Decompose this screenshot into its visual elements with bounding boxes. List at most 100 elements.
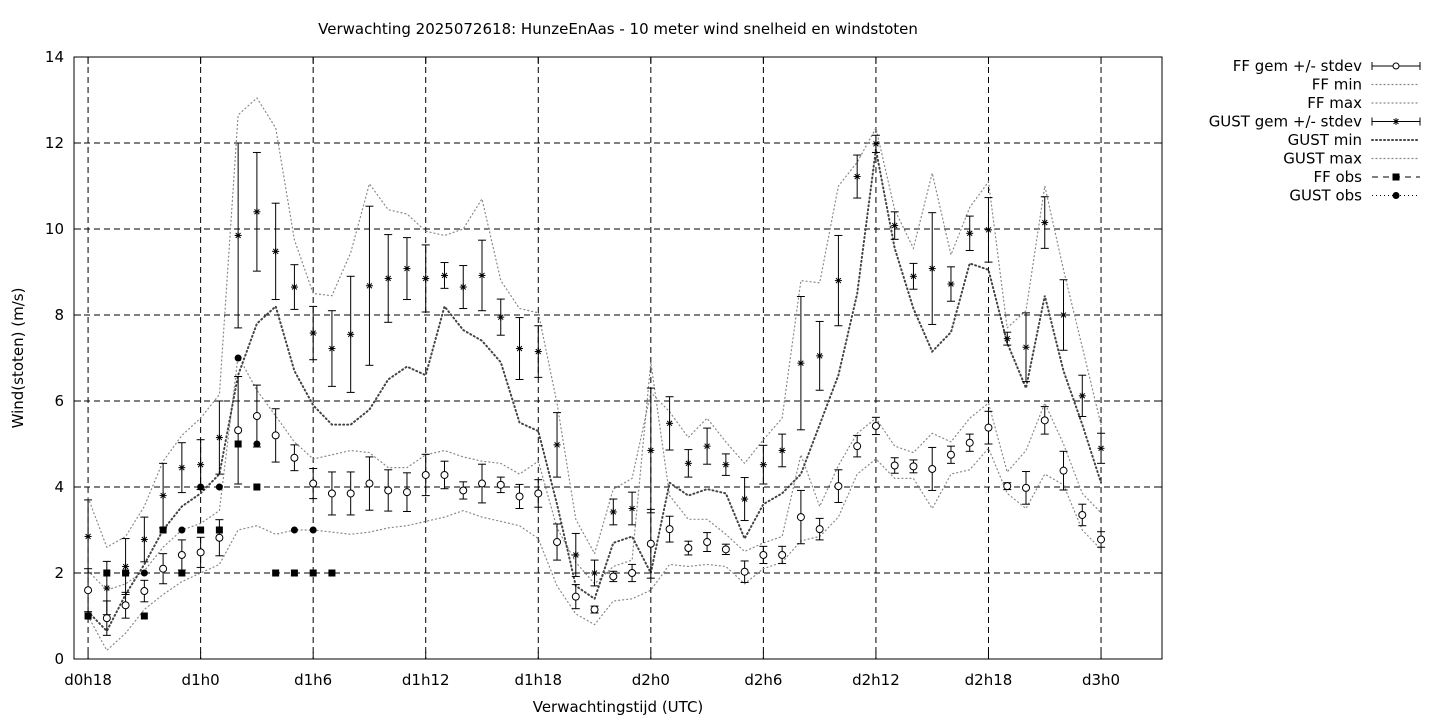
star-arm bbox=[460, 284, 467, 290]
star-arm bbox=[591, 570, 598, 576]
star-arm bbox=[666, 420, 673, 427]
gust-errorbar bbox=[309, 305, 318, 361]
ff-max-line bbox=[87, 353, 1102, 591]
gust-errorbar bbox=[984, 197, 993, 263]
star-arm bbox=[910, 273, 917, 280]
star-arm bbox=[798, 360, 804, 366]
gust-mean-point bbox=[947, 280, 955, 288]
ff-mean-point bbox=[365, 479, 374, 488]
y-tick-label: 12 bbox=[45, 134, 64, 152]
ff-errorbar bbox=[721, 543, 730, 556]
x-axis-label: Verwachtingstijd (UTC) bbox=[533, 698, 704, 716]
gust-errorbar bbox=[402, 237, 411, 301]
ff-mean-point bbox=[665, 525, 674, 534]
ff-mean-point bbox=[890, 461, 899, 470]
ff-errorbar bbox=[909, 459, 918, 474]
star-arm bbox=[479, 272, 485, 279]
star-arm bbox=[1004, 335, 1011, 342]
star-arm bbox=[779, 447, 785, 454]
gust-mean-point bbox=[384, 274, 392, 282]
legend-label: FF min bbox=[1312, 76, 1362, 94]
legend-label: GUST gem +/- stdev bbox=[1209, 113, 1362, 131]
legend-label: FF obs bbox=[1313, 168, 1362, 186]
ff-mean-point bbox=[421, 470, 430, 479]
star-arm bbox=[873, 141, 879, 147]
gust-mean-point bbox=[591, 569, 599, 577]
gust-errorbar bbox=[1022, 312, 1030, 383]
ff-mean-point bbox=[440, 470, 449, 479]
gust-mean-point bbox=[759, 461, 767, 469]
ff-mean-point bbox=[1059, 466, 1068, 475]
ff-errorbar bbox=[890, 457, 899, 474]
star-arm bbox=[1023, 344, 1029, 351]
gust-mean-point bbox=[778, 446, 786, 454]
gust-errorbar bbox=[759, 444, 768, 485]
ff-mean-point bbox=[327, 489, 336, 498]
ff-errorbar bbox=[84, 568, 93, 613]
gust-mean-point bbox=[497, 313, 505, 321]
gust-mean-point bbox=[684, 459, 692, 467]
ff-obs-point bbox=[103, 569, 111, 577]
ff-obs-point bbox=[253, 483, 261, 491]
gust-errorbar bbox=[215, 400, 224, 475]
gust-errorbar bbox=[965, 215, 974, 251]
gust-obs-point bbox=[197, 483, 205, 491]
gust-errorbar bbox=[196, 439, 205, 491]
gust-errorbar bbox=[834, 234, 843, 327]
ff-errorbar bbox=[759, 545, 768, 565]
star-arm bbox=[291, 284, 298, 290]
gust-errorbar bbox=[571, 532, 580, 577]
ff-errorbar bbox=[609, 570, 618, 583]
gust-mean-point bbox=[103, 584, 111, 592]
legend-entry: FF obs bbox=[1313, 168, 1420, 186]
ff-errorbar bbox=[928, 446, 937, 491]
ff-errorbar bbox=[646, 508, 655, 579]
ff-errorbar bbox=[421, 453, 430, 497]
ff-errorbar bbox=[665, 515, 674, 543]
x-tick-label: d2h18 bbox=[965, 671, 1013, 689]
gust-mean-point bbox=[553, 441, 561, 449]
ff-errorbar bbox=[271, 408, 280, 463]
gust-mean-point bbox=[722, 461, 730, 469]
gust-mean-point bbox=[272, 247, 280, 255]
ff-mean-point bbox=[909, 462, 918, 471]
ff-mean-point bbox=[871, 421, 880, 430]
ff-mean-point bbox=[234, 426, 243, 435]
gust-errorbar bbox=[440, 262, 449, 289]
gust-errorbar bbox=[271, 202, 280, 301]
gust-mean-point bbox=[122, 563, 130, 571]
gust-mean-point bbox=[459, 283, 467, 291]
ff-mean-point bbox=[1097, 535, 1106, 544]
ff-obs-point bbox=[309, 569, 317, 577]
gust-errorbar bbox=[796, 296, 805, 431]
plot-frame bbox=[73, 56, 1163, 660]
gust-errorbar bbox=[853, 154, 862, 199]
gust-mean-point bbox=[816, 352, 824, 360]
gust-errorbar bbox=[177, 442, 186, 494]
gust-mean-point bbox=[572, 551, 580, 559]
gust-mean-point bbox=[834, 277, 842, 285]
star-arm bbox=[685, 460, 692, 467]
star-arm bbox=[141, 536, 148, 543]
gust-mean-point bbox=[403, 265, 411, 273]
gust-mean-point bbox=[966, 229, 974, 237]
star-arm bbox=[122, 563, 129, 570]
ff-mean-point bbox=[684, 544, 693, 553]
gust-errorbar bbox=[628, 491, 637, 526]
ff-mean-point bbox=[121, 601, 130, 610]
star-arm bbox=[966, 230, 973, 237]
y-tick-label: 8 bbox=[54, 306, 64, 324]
gust-errorbar bbox=[1059, 279, 1068, 351]
gust-errorbar bbox=[703, 427, 712, 465]
ff-mean-point bbox=[928, 464, 937, 473]
ff-mean-point bbox=[84, 586, 93, 595]
ff-mean-point bbox=[346, 489, 355, 498]
ff-errorbar bbox=[684, 540, 693, 556]
star-arm bbox=[85, 533, 91, 540]
gust-errorbar bbox=[478, 239, 486, 312]
ff-errorbar bbox=[159, 553, 168, 585]
gust-obs-point bbox=[140, 569, 148, 577]
ff-errorbar bbox=[853, 434, 862, 458]
ff-errorbar bbox=[628, 563, 637, 583]
ff-errorbar bbox=[384, 469, 393, 512]
